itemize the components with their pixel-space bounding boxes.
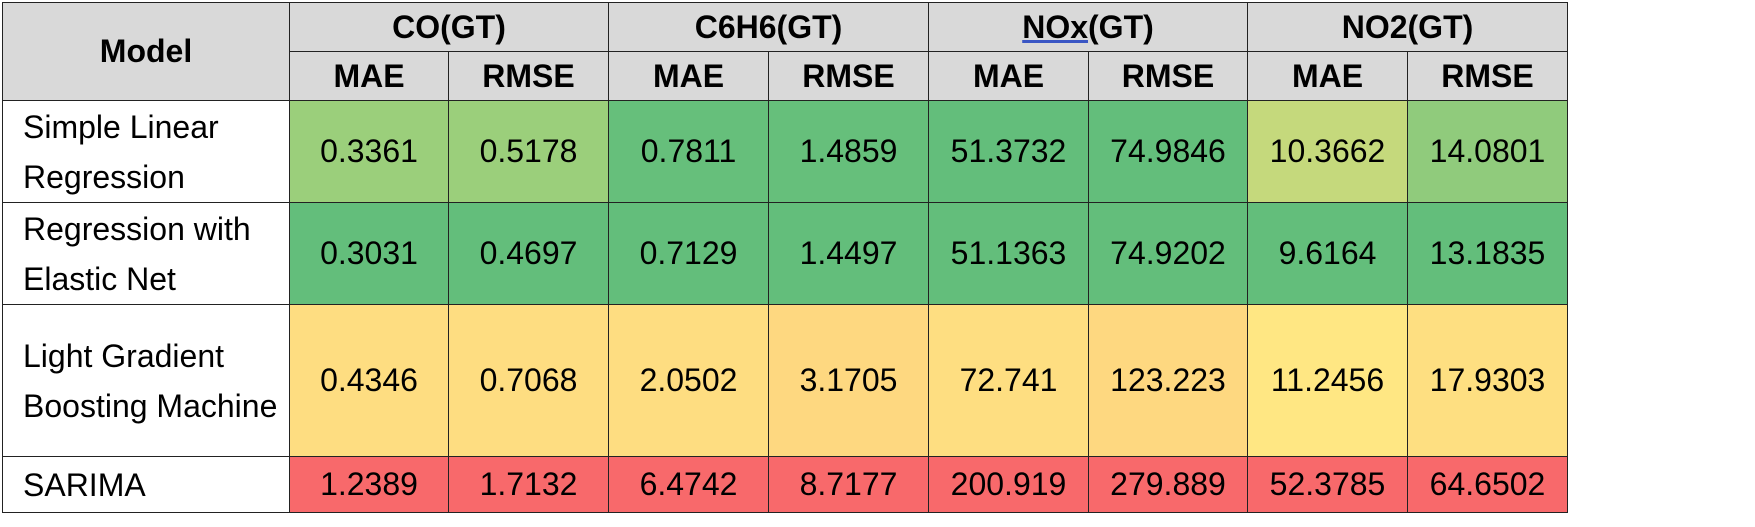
metric-header: RMSE	[448, 51, 609, 101]
metric-cell: 13.1835	[1407, 202, 1568, 305]
model-name-cell: SARIMA	[2, 456, 290, 513]
group-label-main: NO2	[1341, 8, 1408, 45]
metric-cell: 1.7132	[448, 456, 609, 513]
model-header: Model	[2, 2, 290, 101]
metric-cell: 0.5178	[448, 100, 609, 203]
metric-cell: 51.3732	[928, 100, 1089, 203]
header-row-metrics: MAE RMSE MAE RMSE MAE RMSE MAE RMSE	[3, 51, 1568, 101]
table-row: Simple Linear Regression 0.3361 0.5178 0…	[2, 100, 1568, 203]
metric-cell: 0.4346	[289, 304, 449, 457]
model-name-cell: Light Gradient Boosting Machine	[2, 304, 290, 457]
metric-cell: 0.7068	[448, 304, 609, 457]
header-row-groups: Model CO(GT) C6H6(GT) NOx(GT) NO2(GT)	[2, 2, 1568, 101]
metric-cell: 0.4697	[448, 202, 609, 305]
group-label-suffix: (GT)	[776, 8, 843, 45]
metric-header: MAE	[928, 51, 1089, 101]
metric-header: RMSE	[1088, 51, 1248, 101]
metric-cell: 123.223	[1088, 304, 1248, 457]
metric-header: MAE	[289, 51, 449, 101]
group-header-co: CO(GT)	[289, 2, 609, 52]
metric-cell: 1.4497	[768, 202, 929, 305]
metric-cell: 52.3785	[1247, 456, 1408, 513]
table-row: Light Gradient Boosting Machine 0.4346 0…	[2, 304, 1568, 457]
metric-cell: 279.889	[1088, 456, 1248, 513]
group-label-suffix: (GT)	[1407, 8, 1474, 45]
group-label-suffix: (GT)	[440, 8, 506, 45]
model-name-cell: Simple Linear Regression	[2, 100, 290, 203]
metric-cell: 8.7177	[768, 456, 929, 513]
group-header-nox: NOx(GT)	[928, 2, 1248, 52]
metric-header: MAE	[1247, 51, 1408, 101]
results-table-container: Model CO(GT) C6H6(GT) NOx(GT) NO2(GT) MA…	[2, 2, 1568, 513]
metric-cell: 0.7811	[608, 100, 769, 203]
metric-header: MAE	[608, 51, 769, 101]
metric-cell: 3.1705	[768, 304, 929, 457]
group-label-main: NOx	[1022, 8, 1089, 45]
metric-cell: 200.919	[928, 456, 1089, 513]
group-label-main: CO	[392, 8, 441, 45]
metric-cell: 0.3361	[289, 100, 449, 203]
metric-cell: 0.7129	[608, 202, 769, 305]
group-label-suffix: (GT)	[1088, 8, 1154, 45]
model-name-cell: Regression with Elastic Net	[2, 202, 290, 305]
metric-cell: 14.0801	[1407, 100, 1568, 203]
metric-header: RMSE	[1407, 51, 1568, 101]
metric-header: RMSE	[768, 51, 929, 101]
metric-cell: 0.3031	[289, 202, 449, 305]
group-header-no2: NO2(GT)	[1247, 2, 1568, 52]
metric-cell: 2.0502	[608, 304, 769, 457]
metric-cell: 64.6502	[1407, 456, 1568, 513]
results-table: Model CO(GT) C6H6(GT) NOx(GT) NO2(GT) MA…	[2, 2, 1568, 513]
metric-cell: 1.2389	[289, 456, 449, 513]
group-label-main: C6H6	[694, 8, 777, 45]
metric-cell: 9.6164	[1247, 202, 1408, 305]
metric-cell: 74.9846	[1088, 100, 1248, 203]
group-header-c6h6: C6H6(GT)	[608, 2, 929, 52]
metric-cell: 72.741	[928, 304, 1089, 457]
metric-cell: 11.2456	[1247, 304, 1408, 457]
metric-cell: 1.4859	[768, 100, 929, 203]
metric-cell: 17.9303	[1407, 304, 1568, 457]
table-row: SARIMA 1.2389 1.7132 6.4742 8.7177 200.9…	[2, 456, 1568, 513]
metric-cell: 10.3662	[1247, 100, 1408, 203]
table-row: Regression with Elastic Net 0.3031 0.469…	[2, 202, 1568, 305]
metric-cell: 51.1363	[928, 202, 1089, 305]
metric-cell: 74.9202	[1088, 202, 1248, 305]
metric-cell: 6.4742	[608, 456, 769, 513]
